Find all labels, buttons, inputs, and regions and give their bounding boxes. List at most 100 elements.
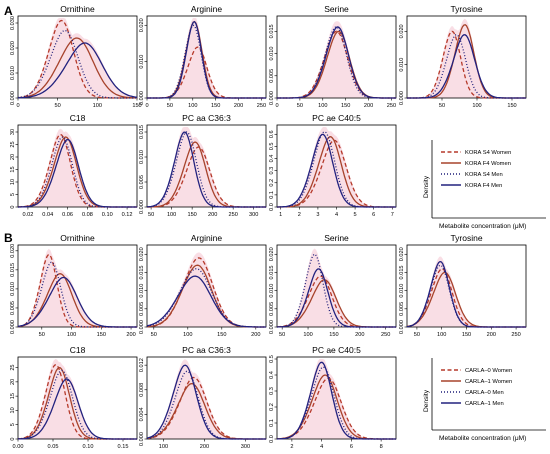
x-tick-label: 0.05 (48, 444, 59, 450)
y-tick-label: 0.010 (269, 47, 275, 61)
x-tick-label: 6 (350, 444, 353, 450)
y-tick-label: 0.020 (269, 247, 275, 261)
y-tick-label: 0.000 (10, 320, 16, 334)
legend-top-entry-2: KORA S4 Men (465, 172, 503, 178)
y-tick-label: 0.010 (139, 55, 145, 69)
y-tick-label: 0.008 (139, 383, 145, 397)
density-line-3 (276, 361, 396, 440)
legend-bottom-x-label: Metabolite concentration (μM) (439, 435, 526, 442)
x-tick-label: 7 (391, 212, 394, 218)
confidence-band (277, 21, 396, 99)
y-tick-label: 0.0 (269, 203, 275, 211)
panel-b-7: PC ae C40:5 2 4 6 8 0.0 0.1 0.2 0.3 0.4 0.5 (269, 345, 397, 450)
x-tick-label: 8 (380, 444, 383, 450)
x-tick-label: 50 (55, 103, 61, 109)
panel-title: PC aa C36:3 (182, 345, 231, 355)
x-tick-label: 100 (159, 444, 168, 450)
legend-top-entry-0: KORA S4 Women (465, 150, 511, 156)
y-tick-label: 0.000 (139, 320, 145, 334)
x-tick-label: 6 (372, 212, 375, 218)
x-tick-label: 250 (381, 332, 390, 338)
panel-frame (276, 15, 397, 99)
density-line-3 (18, 42, 138, 99)
x-tick-label: 100 (318, 103, 327, 109)
panel-b-5: C18 0.00 0.05 0.10 0.15 0 5 10 15 20 25 (10, 345, 138, 450)
y-tick-label: 0.6 (269, 130, 275, 138)
y-tick-label: 0.0 (269, 435, 275, 443)
y-tick-label: 5 (10, 423, 16, 426)
y-tick-label: 0.1 (269, 419, 275, 427)
x-tick-label: 150 (217, 332, 226, 338)
y-tick-label: 0.020 (10, 41, 16, 55)
y-tick-label: 25 (10, 141, 16, 147)
y-tick-label: 0.5 (269, 355, 275, 363)
legend-bottom-entry-3: CARLA–1 Men (465, 401, 504, 407)
panel-a-5: C18 0.02 0.04 0.06 0.08 0.10 0.12 0 5 10 15 20 25 30 (10, 113, 138, 218)
y-tick-label: 10 (10, 407, 16, 413)
x-tick-label: 0.04 (42, 212, 53, 218)
y-tick-label: 0.3 (269, 167, 275, 175)
x-tick-label: 150 (329, 332, 338, 338)
density-line-2 (146, 370, 266, 440)
y-tick-label: 0.4 (269, 371, 275, 379)
density-line-3 (147, 131, 266, 208)
density-line-2 (17, 369, 137, 440)
legend-top: Density Metabolite concentration (μM) KO… (423, 140, 546, 230)
x-tick-label: 200 (355, 332, 364, 338)
panel-title: Arginine (191, 4, 222, 14)
x-tick-label: 50 (279, 332, 285, 338)
panel-title: PC aa C36:3 (182, 113, 231, 123)
confidence-band (18, 248, 137, 327)
x-tick-label: 0.08 (82, 212, 93, 218)
x-tick-label: 300 (241, 444, 250, 450)
panel-title: Serine (324, 233, 349, 243)
y-tick-label: 0.3 (269, 387, 275, 395)
y-tick-label: 0.000 (269, 91, 275, 105)
x-tick-label: 250 (229, 212, 238, 218)
y-tick-label: 0.005 (139, 175, 145, 189)
y-tick-label: 5 (10, 193, 16, 196)
confidence-band (147, 252, 266, 327)
x-tick-label: 3 (316, 212, 319, 218)
confidence-band (18, 18, 137, 98)
legend-top-entry-3: KORA F4 Men (465, 183, 502, 189)
y-tick-label: 15 (10, 393, 16, 399)
x-tick-label: 50 (439, 103, 445, 109)
y-tick-label: 0.005 (269, 69, 275, 83)
confidence-band (277, 248, 396, 327)
x-tick-label: 150 (462, 332, 471, 338)
density-line-3 (407, 34, 526, 99)
y-tick-label: 0.005 (269, 302, 275, 316)
x-tick-label: 0.00 (13, 444, 24, 450)
x-tick-label: 100 (472, 103, 481, 109)
panel-b-2: Arginine 50 100 150 200 0.000 0.005 0.010 0.015 0… (139, 233, 267, 338)
y-tick-label: 0.012 (139, 358, 145, 372)
density-line-2 (276, 253, 396, 328)
x-tick-label: 250 (511, 332, 520, 338)
density-line-2 (146, 131, 266, 208)
density-line-3 (146, 364, 266, 440)
y-tick-label: 10 (10, 179, 16, 185)
y-tick-label: 25 (10, 364, 16, 370)
y-tick-label: 0.2 (269, 179, 275, 187)
x-tick-label: 150 (132, 103, 141, 109)
x-tick-label: 0 (275, 103, 278, 109)
x-tick-label: 50 (148, 212, 154, 218)
y-tick-label: 0.2 (269, 403, 275, 411)
x-tick-label: 250 (257, 103, 266, 109)
legend-bottom-entry-1: CARLA–1 Women (465, 379, 512, 385)
confidence-band (407, 18, 526, 98)
density-line-3 (276, 268, 396, 328)
y-tick-label: 0.5 (269, 143, 275, 151)
x-tick-label: 100 (183, 332, 192, 338)
y-tick-label: 0.030 (10, 16, 16, 30)
x-tick-label: 50 (39, 332, 45, 338)
panel-frame (146, 15, 267, 99)
panel-a-7: PC ae C40:5 1 2 3 4 5 6 7 0.0 0.1 0.2 0.3 0.4 0.5 0.6 (269, 113, 397, 218)
y-tick-label: 0.005 (399, 302, 405, 316)
panel-title: Ornithine (60, 233, 95, 243)
x-tick-label: 0.12 (122, 212, 133, 218)
y-tick-label: 0.010 (269, 284, 275, 298)
x-tick-label: 200 (126, 332, 135, 338)
